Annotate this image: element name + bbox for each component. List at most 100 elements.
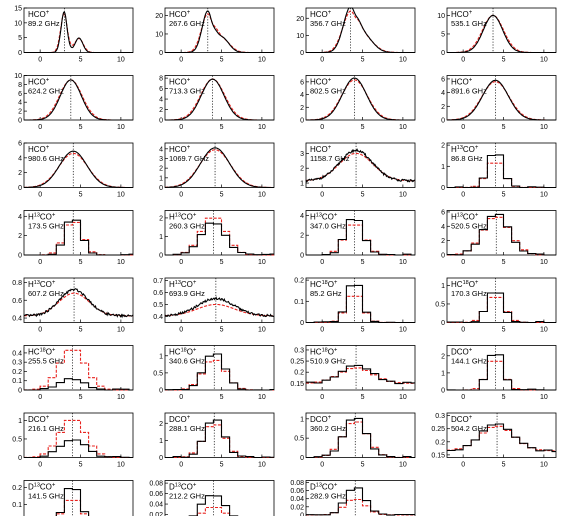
x-tick-label: 10: [117, 192, 125, 199]
molecule-label: DCO+: [310, 415, 332, 424]
x-tick-label: 10: [117, 394, 125, 401]
molecule-label: HC18O+: [169, 348, 197, 357]
observed-spectrum: [165, 419, 274, 459]
molecule-label: H13CO+: [28, 280, 56, 289]
y-tick-label: 2: [441, 104, 445, 111]
observed-spectrum: [165, 353, 274, 391]
y-tick-label: 1: [441, 164, 445, 171]
y-tick-label: 0.02: [149, 512, 163, 516]
x-tick-label: 10: [399, 124, 407, 131]
spectrum-panel: 0 2 4 0 5 10 H13CO+173.5 GHz: [18, 210, 134, 266]
x-tick-label: 0: [38, 394, 42, 401]
plot-frame: [446, 142, 557, 188]
spectrum-panel: 0 1 2 0 5 10 DCO+288.1 GHz: [159, 412, 275, 469]
plot-frame: [446, 412, 557, 458]
y-tick-label: 2: [441, 143, 445, 150]
plot-frame: [164, 142, 275, 188]
x-tick-label: 5: [79, 192, 83, 199]
spectrum-panel: 0 2 4 6 0 5 10 HCO+980.6 GHz: [18, 141, 134, 199]
y-tick-label: 0.6: [12, 298, 22, 305]
x-tick-label: 10: [258, 327, 266, 334]
y-tick-label: 0: [300, 50, 304, 57]
plot-frame: [305, 345, 416, 391]
frequency-label: 891.6 GHz: [451, 87, 487, 96]
x-tick-label: 5: [220, 57, 224, 64]
y-tick-label: 0.25: [290, 359, 304, 366]
frequency-label: 144.1 GHz: [451, 357, 487, 366]
x-tick-label: 10: [540, 124, 548, 131]
x-tick-label: 10: [540, 327, 548, 334]
molecule-label: D13CO+: [169, 483, 197, 492]
plot-frame: [305, 210, 416, 256]
y-tick-label: 0: [300, 455, 304, 462]
y-tick-label: 0: [18, 455, 22, 462]
x-tick-label: 5: [502, 394, 506, 401]
x-tick-label: 10: [540, 259, 548, 266]
model-spectrum: [55, 499, 90, 516]
y-tick-label: 2: [159, 215, 163, 222]
x-tick-label: 5: [502, 462, 506, 469]
y-tick-label: 0.5: [153, 370, 163, 377]
x-tick-label: 5: [79, 259, 83, 266]
y-tick-label: 0.25: [431, 426, 445, 433]
frequency-label: 1158.7 GHz: [310, 154, 350, 163]
observed-spectrum: [447, 154, 556, 189]
plot-frame: [164, 75, 275, 121]
y-tick-label: 6: [18, 141, 22, 148]
model-spectrum: [447, 14, 556, 54]
observed-spectrum: [24, 219, 133, 256]
y-tick-label: 4: [159, 97, 163, 104]
y-tick-label: 0.5: [12, 436, 22, 443]
y-tick-label: 0.06: [149, 491, 163, 498]
x-tick-label: 0: [179, 192, 183, 199]
y-tick-label: 0.3: [294, 347, 304, 354]
x-tick-label: 10: [399, 57, 407, 64]
molecule-label: HC18O+: [28, 348, 56, 357]
y-tick-label: 10: [14, 20, 22, 27]
model-spectrum: [306, 498, 415, 516]
y-tick-label: 3: [159, 156, 163, 163]
y-tick-label: 0: [18, 253, 22, 260]
model-spectrum: [447, 360, 556, 391]
observed-spectrum: [24, 439, 133, 459]
x-tick-label: 5: [502, 57, 506, 64]
y-tick-label: 4: [300, 213, 304, 220]
spectrum-panel: 0 2 4 6 0 5 10 HCO+891.6 GHz: [441, 75, 557, 131]
x-tick-label: 0: [461, 259, 465, 266]
spectrum-panel: 0 2 4 6 8 10 0 5 10 HCO+624.2 GHz: [14, 73, 134, 131]
y-tick-label: 0: [441, 253, 445, 260]
plot-frame: [305, 142, 416, 188]
plot-frame: [305, 480, 416, 516]
x-tick-label: 5: [220, 259, 224, 266]
y-tick-label: 6: [441, 209, 445, 216]
frequency-label: 89.2 GHz: [28, 19, 60, 28]
plot-frame: [446, 277, 557, 323]
x-tick-label: 10: [258, 57, 266, 64]
molecule-label: HCO+: [310, 78, 332, 87]
x-tick-label: 0: [38, 124, 42, 131]
y-tick-label: 0: [300, 118, 304, 125]
frequency-label: 1069.7 GHz: [169, 154, 209, 163]
y-tick-label: 1: [300, 416, 304, 423]
frequency-label: 356.7 GHz: [310, 19, 346, 28]
plot-frame: [305, 7, 416, 53]
plot-frame: [23, 412, 134, 458]
y-tick-label: 3: [300, 151, 304, 158]
x-tick-label: 0: [179, 124, 183, 131]
molecule-label: HC18O+: [310, 280, 338, 289]
y-tick-label: 10: [437, 13, 445, 20]
molecule-label: HCO+: [28, 145, 50, 154]
molecule-label: D13CO+: [28, 483, 56, 492]
molecule-label: HCO+: [28, 10, 50, 19]
y-tick-label: 4: [18, 214, 22, 221]
x-tick-label: 0: [461, 462, 465, 469]
spectrum-panel: 0 2 4 6 8 0 5 10 HCO+713.3 GHz: [159, 75, 275, 131]
x-tick-label: 0: [38, 259, 42, 266]
observed-spectrum: [55, 488, 90, 516]
y-tick-label: 0.15: [290, 381, 304, 388]
y-tick-label: 1: [159, 234, 163, 241]
y-tick-label: 0: [18, 118, 22, 125]
x-tick-label: 10: [117, 57, 125, 64]
observed-spectrum: [165, 147, 274, 189]
